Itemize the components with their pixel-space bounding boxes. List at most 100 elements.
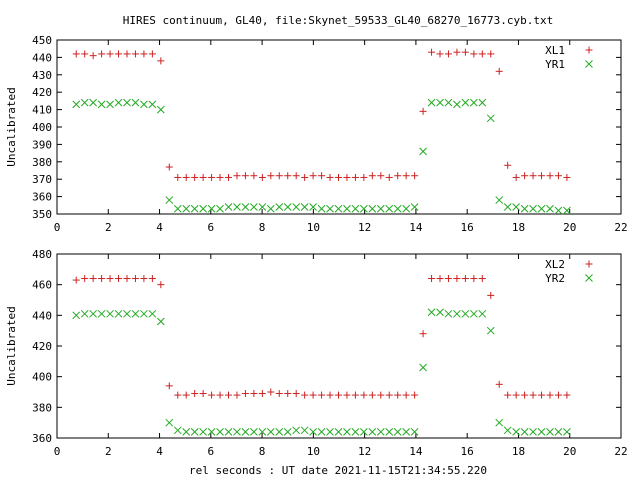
x-tick-label: 6 (208, 221, 215, 234)
y-tick-label: 430 (32, 69, 52, 82)
data-point (419, 107, 427, 115)
data-point (199, 428, 207, 436)
data-point (157, 57, 165, 65)
data-point (97, 100, 106, 109)
data-point (326, 428, 334, 436)
data-point (250, 203, 258, 211)
data-point (131, 309, 140, 318)
legend-label: YR1 (545, 58, 565, 71)
data-point (529, 204, 537, 213)
data-point (563, 428, 571, 436)
data-point (123, 275, 131, 283)
data-point (258, 203, 267, 211)
data-point (402, 391, 410, 399)
data-point (402, 204, 411, 213)
data-point (165, 382, 173, 390)
data-point (521, 391, 529, 399)
data-point (173, 426, 182, 435)
data-point (292, 172, 300, 180)
data-point (512, 428, 521, 436)
data-point (216, 391, 224, 399)
y-tick-label: 380 (32, 156, 52, 169)
data-point (216, 428, 224, 436)
data-point (546, 204, 554, 213)
data-point (174, 391, 182, 399)
y-tick-label: 480 (32, 248, 52, 261)
data-point (554, 428, 563, 436)
data-point (216, 204, 224, 213)
data-point (334, 204, 343, 213)
data-point (89, 98, 98, 107)
x-tick-label: 10 (307, 445, 320, 458)
data-point (208, 173, 216, 181)
data-point (520, 428, 529, 436)
data-point (419, 147, 427, 156)
data-point (131, 275, 139, 283)
data-point (284, 172, 292, 180)
data-point (190, 204, 199, 213)
data-point (216, 173, 224, 181)
data-point (538, 391, 546, 399)
data-point (385, 173, 393, 181)
legend-label: YR2 (545, 272, 565, 285)
data-point (258, 173, 266, 181)
plot-frame (56, 253, 622, 439)
data-point (267, 172, 275, 180)
data-point (453, 48, 461, 56)
data-point (131, 50, 139, 58)
data-point (469, 309, 478, 318)
data-point (537, 428, 546, 436)
data-point (98, 275, 106, 283)
data-point (131, 98, 140, 107)
data-point (225, 173, 233, 181)
data-point (157, 281, 165, 289)
data-point (486, 114, 495, 123)
data-point (165, 163, 173, 171)
data-point (402, 172, 410, 180)
data-point (81, 50, 89, 58)
data-point (351, 204, 360, 213)
x-tick-label: 18 (512, 445, 525, 458)
data-point (478, 309, 487, 318)
data-point (377, 172, 385, 180)
data-point (504, 161, 512, 169)
data-point (428, 48, 436, 56)
data-point (411, 391, 419, 399)
data-point (115, 275, 123, 283)
y-tick-label: 420 (32, 340, 52, 353)
data-point (258, 390, 266, 398)
data-point (106, 309, 114, 318)
data-point (275, 172, 283, 180)
data-point (148, 309, 157, 318)
x-tick-label: 22 (614, 221, 627, 234)
data-point (470, 50, 478, 58)
data-point (478, 98, 487, 107)
data-point (428, 275, 436, 283)
data-point (368, 172, 376, 180)
data-point (148, 50, 156, 58)
data-point (148, 275, 156, 283)
data-point (72, 311, 81, 320)
data-point (402, 428, 411, 436)
x-tick-label: 12 (358, 221, 371, 234)
data-point (140, 100, 148, 109)
data-point (334, 391, 342, 399)
data-point (343, 391, 351, 399)
data-point (72, 50, 80, 58)
data-point (376, 428, 385, 436)
data-point (114, 98, 123, 107)
data-point (284, 390, 292, 398)
data-point (283, 203, 292, 211)
data-point (503, 203, 512, 211)
data-point (385, 391, 393, 399)
data-point (123, 50, 131, 58)
data-point (495, 196, 504, 204)
x-tick-label: 4 (156, 445, 163, 458)
data-point (106, 50, 114, 58)
y-tick-label: 370 (32, 173, 52, 186)
x-tick-label: 2 (105, 445, 112, 458)
data-point (326, 391, 334, 399)
data-point (80, 98, 89, 107)
data-point (156, 317, 165, 326)
